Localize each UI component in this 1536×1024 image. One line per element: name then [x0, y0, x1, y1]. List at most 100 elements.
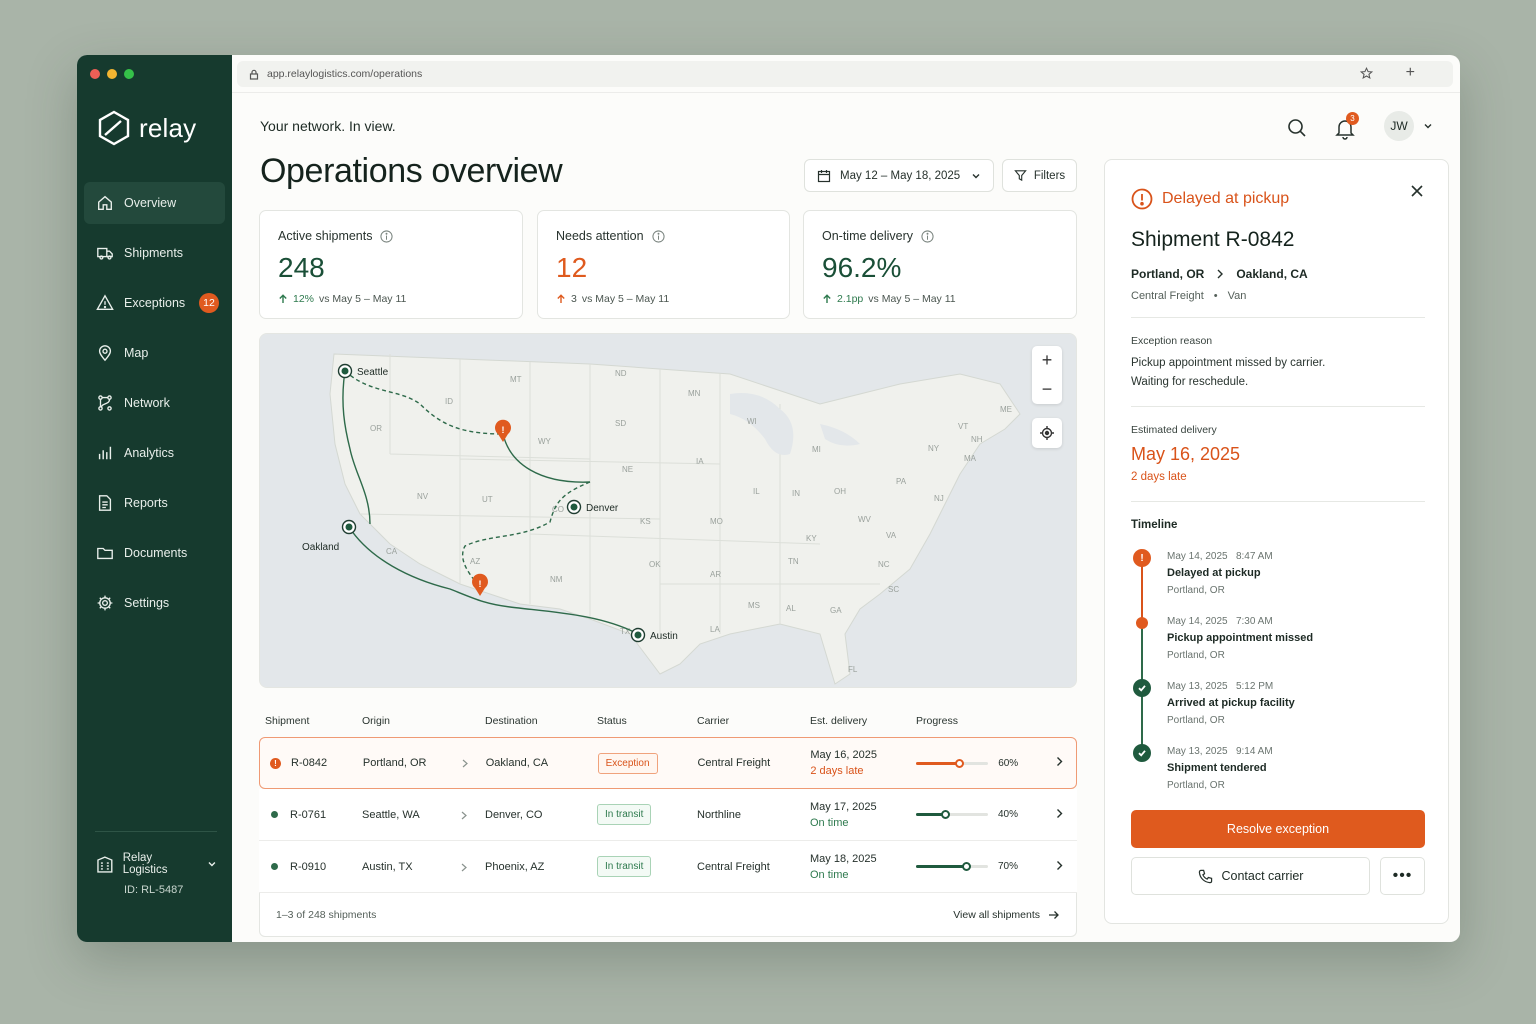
- col-carrier[interactable]: Carrier: [697, 715, 730, 727]
- route-denver-sw[interactable]: [462, 481, 591, 590]
- timeline-time: 7:30 AM: [1235, 616, 1273, 627]
- close-window-button[interactable]: [90, 69, 100, 79]
- sidebar-item-label: Documents: [124, 546, 188, 560]
- new-tab-icon[interactable]: +: [1405, 64, 1415, 81]
- sidebar-item-exceptions[interactable]: Exceptions 12: [84, 282, 225, 324]
- date-range-picker[interactable]: May 12 – May 18, 2025: [804, 159, 994, 192]
- table-row[interactable]: R-0761 Seattle, WA Denver, CO In transit…: [259, 789, 1077, 841]
- state-label: MS: [748, 601, 760, 610]
- state-label: NH: [971, 435, 983, 444]
- user-menu[interactable]: JW: [1384, 111, 1433, 141]
- notifications-button[interactable]: 3: [1335, 112, 1361, 141]
- sidebar-item-network[interactable]: Network: [84, 382, 225, 424]
- route-oakland-austin[interactable]: [348, 526, 639, 635]
- sidebar-item-label: Settings: [124, 596, 170, 610]
- timeline-event: Arrived at pickup facility: [1167, 697, 1295, 709]
- timeline-item: May 14, 2025 8:47 AM Delayed at pickup P…: [1167, 548, 1273, 599]
- phone-icon: [1198, 869, 1212, 883]
- col-origin[interactable]: Origin: [362, 715, 391, 727]
- address-bar[interactable]: app.relaylogistics.com/operations +: [237, 61, 1453, 87]
- sidebar-item-map[interactable]: Map: [84, 332, 225, 374]
- chevron-right-icon: [1217, 269, 1224, 279]
- state-label: WV: [858, 515, 872, 524]
- kpi-needs-attention[interactable]: Needs attention 12 3 vs May 5 – May 11: [537, 210, 790, 319]
- col-est-delivery[interactable]: Est. delivery: [810, 715, 868, 727]
- sidebar-item-reports[interactable]: Reports: [84, 482, 225, 524]
- delay-alert-pin[interactable]: !: [472, 573, 488, 596]
- city-marker-denver[interactable]: [566, 499, 582, 515]
- kpi-active-shipments[interactable]: Active shipments 248 12% vs May 5 – May 1…: [259, 210, 523, 319]
- locate-button[interactable]: [1032, 418, 1062, 448]
- timeline-time: 5:12 PM: [1235, 681, 1274, 692]
- zoom-in-button[interactable]: +: [1041, 350, 1053, 370]
- more-actions-button[interactable]: •••: [1380, 857, 1425, 895]
- state-label: OK: [649, 560, 661, 569]
- route-delay-denver[interactable]: [502, 433, 591, 483]
- eta-date: May 17, 2025: [810, 800, 877, 813]
- status-dot-icon: [271, 811, 278, 818]
- delay-alert-pin[interactable]: !: [495, 419, 511, 442]
- view-all-link[interactable]: View all shipments: [953, 909, 1060, 921]
- sidebar-item-shipments[interactable]: Shipments: [84, 232, 225, 274]
- timeline-event: Shipment tendered: [1167, 762, 1267, 774]
- contact-carrier-button[interactable]: Contact carrier: [1131, 857, 1370, 895]
- shipment-map[interactable]: MT ND MN SD WI MI NY VT NH ME MA OR ID WY NE IA IL IN OH PA…: [259, 333, 1077, 688]
- exception-reason-label: Exception reason: [1131, 335, 1213, 347]
- city-marker-austin[interactable]: [630, 627, 646, 643]
- view-all-label: View all shipments: [953, 908, 1040, 921]
- col-progress[interactable]: Progress: [916, 715, 959, 727]
- sidebar-item-analytics[interactable]: Analytics: [84, 432, 225, 474]
- chevron-right-icon[interactable]: [1056, 808, 1063, 819]
- org-id: ID: RL-5487: [124, 884, 184, 896]
- chevron-right-icon[interactable]: [1056, 756, 1063, 767]
- col-shipment[interactable]: Shipment: [265, 715, 310, 727]
- warning-icon: [96, 294, 114, 310]
- state-label: TX: [620, 627, 631, 636]
- state-label: VT: [958, 422, 968, 431]
- estimated-delivery-label: Estimated delivery: [1131, 424, 1217, 436]
- state-label: GA: [830, 606, 842, 615]
- state-label: OH: [834, 487, 846, 496]
- city-marker-seattle[interactable]: [337, 363, 353, 379]
- shipment-id[interactable]: R-0910: [290, 860, 327, 873]
- table-row[interactable]: R-0910 Austin, TX Phoenix, AZ In transit…: [259, 841, 1077, 893]
- sidebar-item-overview[interactable]: Overview: [84, 182, 225, 224]
- divider: [1131, 317, 1425, 318]
- shipment-id[interactable]: R-0761: [290, 808, 327, 821]
- minimize-window-button[interactable]: [107, 69, 117, 79]
- arrow-up-icon: [557, 294, 565, 303]
- divider: [1131, 501, 1425, 502]
- filters-button[interactable]: Filters: [1002, 159, 1077, 192]
- org-switcher[interactable]: Relay Logistics ID: RL-5487: [95, 831, 217, 896]
- shipment-id[interactable]: R-0842: [291, 757, 328, 769]
- col-destination[interactable]: Destination: [485, 715, 538, 727]
- city-marker-oakland[interactable]: [341, 519, 357, 535]
- maximize-window-button[interactable]: [124, 69, 134, 79]
- bookmark-star-icon[interactable]: [1360, 67, 1373, 80]
- city-label: Seattle: [357, 367, 389, 378]
- sidebar-item-settings[interactable]: Settings: [84, 582, 225, 624]
- resolve-exception-button[interactable]: Resolve exception: [1131, 810, 1425, 848]
- kpi-on-time-delivery[interactable]: On-time delivery 96.2% 2.1pp vs May 5 – M…: [803, 210, 1077, 319]
- header-divider: [232, 92, 1460, 93]
- close-icon[interactable]: [1410, 184, 1424, 198]
- zoom-out-button[interactable]: −: [1041, 379, 1053, 399]
- sidebar-item-documents[interactable]: Documents: [84, 532, 225, 574]
- info-icon[interactable]: [921, 229, 934, 243]
- info-icon[interactable]: [651, 229, 665, 243]
- brand-logo[interactable]: relay: [97, 110, 196, 146]
- route-seattle-delay[interactable]: [344, 370, 504, 435]
- info-icon[interactable]: [380, 229, 394, 243]
- table-body: ! R-0842 Portland, OR Oakland, CA Except…: [259, 737, 1077, 893]
- col-status[interactable]: Status: [597, 715, 627, 727]
- search-icon[interactable]: [1287, 118, 1307, 138]
- exception-reason-line-1: Pickup appointment missed by carrier.: [1131, 357, 1326, 369]
- table-row[interactable]: ! R-0842 Portland, OR Oakland, CA Except…: [259, 737, 1077, 789]
- table-header: Shipment Origin Destination Status Carri…: [259, 705, 1077, 737]
- relay-logo-icon: [98, 110, 130, 146]
- route-seattle-oakland[interactable]: [342, 370, 371, 525]
- chevron-right-icon[interactable]: [1056, 860, 1063, 871]
- destination: Oakland, CA: [485, 757, 549, 769]
- kpi-compare: vs May 5 – May 11: [868, 293, 956, 305]
